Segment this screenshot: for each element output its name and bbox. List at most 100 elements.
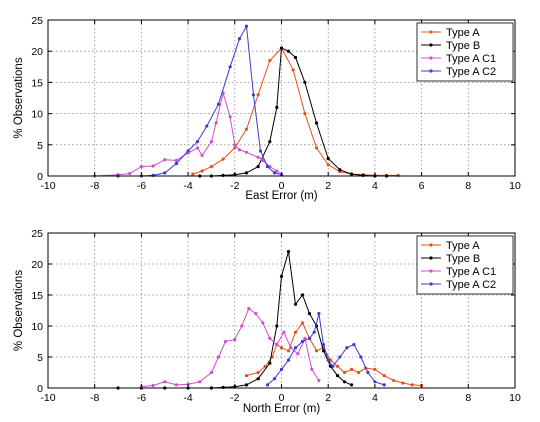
data-point — [282, 330, 286, 334]
legend-marker — [429, 43, 433, 47]
y-axis-label: % Observations — [13, 57, 25, 138]
data-point — [209, 165, 214, 169]
x-tick-label: 8 — [465, 180, 471, 192]
data-point — [233, 338, 237, 342]
data-point — [265, 383, 270, 387]
x-tick-label: -6 — [137, 180, 146, 192]
legend-marker — [429, 269, 433, 273]
data-point — [317, 312, 321, 316]
y-tick-label: 20 — [31, 259, 43, 271]
data-point — [314, 121, 319, 125]
data-point — [410, 383, 414, 387]
data-point — [286, 349, 291, 353]
data-point — [244, 383, 249, 387]
legend-label: Type B — [446, 40, 480, 52]
legend-marker — [429, 282, 433, 286]
y-tick-label: 5 — [37, 140, 43, 152]
series-type-a-c2 — [265, 312, 386, 387]
data-point — [268, 361, 272, 365]
data-point — [312, 330, 316, 334]
data-point — [307, 312, 312, 316]
data-point — [275, 169, 279, 173]
data-point — [352, 343, 356, 347]
data-point — [265, 165, 270, 169]
data-point — [209, 140, 214, 144]
data-point — [349, 367, 354, 371]
data-point — [279, 46, 284, 50]
legend-marker — [429, 56, 433, 60]
data-point — [321, 343, 326, 347]
legend-label: Type A C2 — [446, 66, 496, 78]
data-point — [382, 383, 386, 387]
chart-2: -10 -8 -6 -4 -2 0 2 4 6 8 10 0 5 10 15 20 25 North Error … — [13, 228, 521, 415]
data-point — [237, 37, 242, 41]
data-point — [216, 355, 221, 359]
y-tick-label: 10 — [31, 321, 43, 333]
legend-marker — [429, 69, 433, 73]
data-point — [366, 370, 370, 375]
y-tick-label: 10 — [31, 109, 43, 121]
data-point — [268, 140, 272, 144]
data-point — [314, 146, 319, 150]
x-tick-label: -2 — [230, 392, 239, 404]
data-point — [300, 339, 305, 344]
legend-marker — [429, 30, 433, 34]
legend-label: Type B — [446, 253, 480, 265]
data-point — [256, 377, 260, 381]
data-point — [286, 250, 291, 254]
data-point — [293, 302, 298, 306]
data-point — [321, 349, 326, 353]
data-point — [256, 370, 260, 375]
y-tick-label: 5 — [37, 352, 43, 364]
x-tick-label: 10 — [509, 392, 521, 404]
x-tick-label: -10 — [40, 180, 55, 192]
data-point — [221, 157, 225, 161]
legend-label: Type A C1 — [446, 266, 496, 278]
data-point — [254, 312, 258, 316]
x-tick-label: -8 — [90, 180, 99, 192]
data-point — [286, 49, 291, 53]
x-tick-label: 6 — [419, 180, 425, 192]
data-point — [244, 171, 249, 175]
data-point — [279, 367, 284, 371]
data-point — [300, 321, 305, 325]
data-point — [314, 349, 319, 353]
data-point — [151, 383, 155, 388]
data-point — [275, 105, 279, 109]
data-point — [275, 343, 279, 347]
data-point — [279, 346, 284, 350]
data-point — [237, 148, 242, 152]
data-point — [303, 80, 307, 84]
data-point — [328, 358, 333, 362]
y-tick-label: 20 — [31, 46, 43, 58]
data-point — [256, 93, 260, 97]
data-point — [373, 367, 377, 371]
data-point — [256, 155, 260, 159]
data-point — [349, 172, 354, 176]
data-point — [272, 171, 277, 175]
x-tick-label: 0 — [279, 392, 285, 404]
data-point — [289, 346, 293, 350]
series-type-a — [244, 321, 424, 388]
data-point — [244, 374, 249, 378]
data-point — [244, 127, 249, 131]
data-point — [195, 140, 200, 144]
series-line — [246, 321, 422, 386]
data-point — [303, 112, 307, 116]
data-point — [326, 163, 330, 167]
data-point — [342, 370, 347, 375]
data-point — [163, 380, 167, 384]
x-tick-label: 0 — [279, 180, 285, 192]
data-point — [223, 339, 228, 344]
data-point — [200, 153, 204, 158]
data-point — [293, 330, 298, 334]
data-point — [198, 380, 202, 384]
data-point — [307, 336, 312, 340]
data-point — [195, 146, 200, 150]
data-point — [200, 169, 204, 173]
data-point — [291, 68, 295, 72]
data-point — [240, 324, 244, 328]
y-tick-label: 15 — [31, 77, 43, 89]
